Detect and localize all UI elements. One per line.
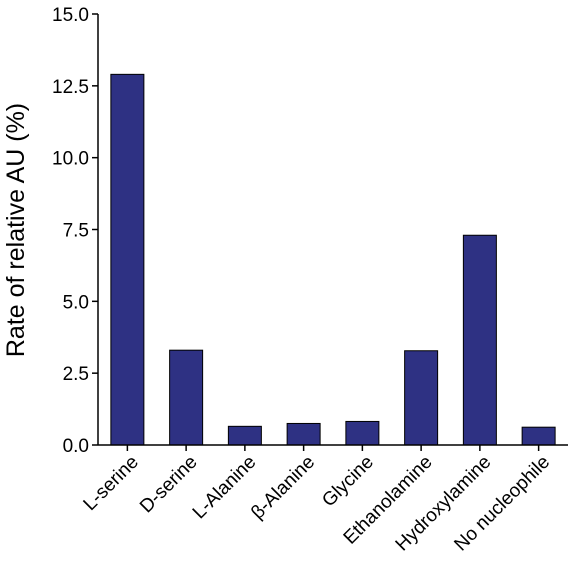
- bar-glycine: [345, 420, 380, 446]
- y-tick-label: 2.5: [63, 364, 89, 385]
- bars-group: [110, 73, 556, 446]
- x-category-label: L-Alanine: [189, 452, 261, 524]
- y-tick-label: 10.0: [52, 149, 89, 170]
- y-tick-label: 15.0: [52, 5, 89, 26]
- x-category-label: L-serine: [80, 452, 143, 515]
- y-axis-title: Rate of relative AU (%): [2, 103, 30, 357]
- bar-d-serine: [169, 349, 204, 446]
- y-tick-label: 12.5: [52, 77, 89, 98]
- y-tick-label: 0.0: [63, 436, 89, 457]
- bar-hydroxylamine: [462, 234, 497, 446]
- y-tick-label: 5.0: [63, 292, 89, 313]
- bar-l-alanine: [227, 425, 262, 446]
- x-category-label: Glycine: [318, 452, 378, 512]
- axes-group: [97, 14, 568, 446]
- bar-alanine: [286, 422, 321, 446]
- bar-l-serine: [110, 73, 145, 446]
- bar-no-nucleophile: [521, 426, 556, 446]
- y-tick-label: 7.5: [63, 221, 89, 242]
- bar-ethanolamine: [404, 350, 439, 446]
- x-category-label: β-Alanine: [247, 452, 319, 524]
- y-ticks-group: 0.0 2.5 5.0 7.5 10.0 12.5 15.0: [52, 5, 98, 457]
